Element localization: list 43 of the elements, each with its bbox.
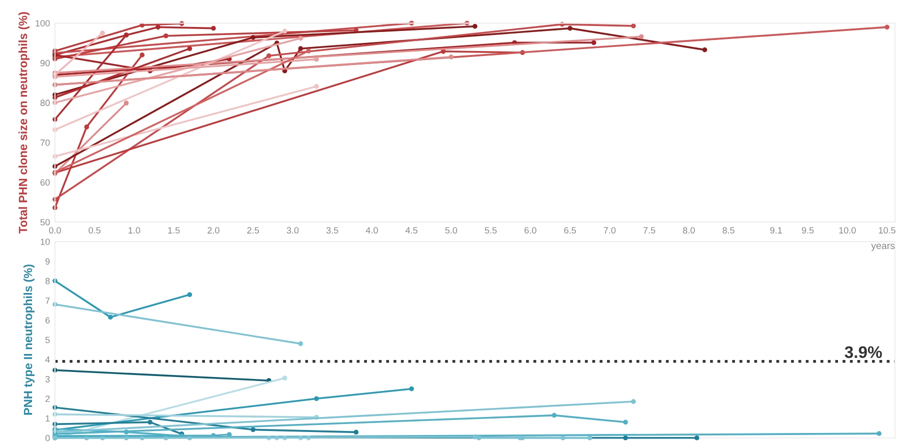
y-tick-label: 7 xyxy=(46,298,50,304)
x-tick-label: 3.0 xyxy=(286,227,299,234)
x-tick-label: 1.5 xyxy=(168,227,180,234)
x-tick-label: 1.0 xyxy=(128,227,140,234)
x-tick-label: 2.0 xyxy=(208,227,220,234)
x-tick-label: 5.0 xyxy=(445,227,458,234)
y-tick-label: 10 xyxy=(40,238,50,245)
y-tick-label: 8 xyxy=(45,278,50,284)
x-tick-label: 4.0 xyxy=(366,227,378,234)
x-tick-label: 6.5 xyxy=(564,227,576,234)
x-tick-label: 3.5 xyxy=(326,227,338,234)
x-tick-label: 4.5 xyxy=(405,227,418,234)
y-tick-label: 60 xyxy=(40,179,50,186)
y-tick-label: 100 xyxy=(36,20,50,26)
y-axis-title: Total PHN clone size on neutrophils (%) xyxy=(18,12,30,234)
x-tick-label: 7.0 xyxy=(604,227,616,234)
y-tick-label: 9 xyxy=(46,258,50,265)
y-axis-title: PNH type II neutrophils (%) xyxy=(24,264,35,415)
y-tick-label: 4 xyxy=(45,356,50,363)
x-tick-label: 9.1 xyxy=(770,227,782,234)
x-tick-label: 8.0 xyxy=(683,227,695,234)
ref-line-label: 3.9% xyxy=(844,346,882,358)
y-tick-label: 5 xyxy=(45,336,50,344)
y-tick-label: 80 xyxy=(40,100,50,106)
x-tick-label: 7.5 xyxy=(643,227,656,234)
x-tick-label: 10.5 xyxy=(878,227,896,234)
y-tick-label: 50 xyxy=(40,219,50,226)
y-tick-label: 2 xyxy=(46,396,50,402)
x-tick-label: 5.5 xyxy=(484,227,497,234)
x-tick-label: 0.5 xyxy=(88,227,100,234)
y-tick-label: 70 xyxy=(40,139,50,146)
x-tick-label: 9.5 xyxy=(802,227,814,234)
x-tick-label: 8.5 xyxy=(722,227,734,234)
y-tick-label: 6 xyxy=(46,317,50,324)
x-tick-label: 6.0 xyxy=(524,227,536,234)
y-tick-label: 1 xyxy=(46,415,50,422)
x-tick-label: 2.5 xyxy=(247,227,259,234)
y-tick-label: 90 xyxy=(40,60,50,66)
y-tick-label: 0 xyxy=(45,434,50,442)
x-tick-label: 10.0 xyxy=(839,227,856,234)
y-tick-label: 3 xyxy=(45,376,50,382)
x-tick-label: 0.0 xyxy=(49,227,61,234)
x-axis-title: years xyxy=(871,244,895,252)
